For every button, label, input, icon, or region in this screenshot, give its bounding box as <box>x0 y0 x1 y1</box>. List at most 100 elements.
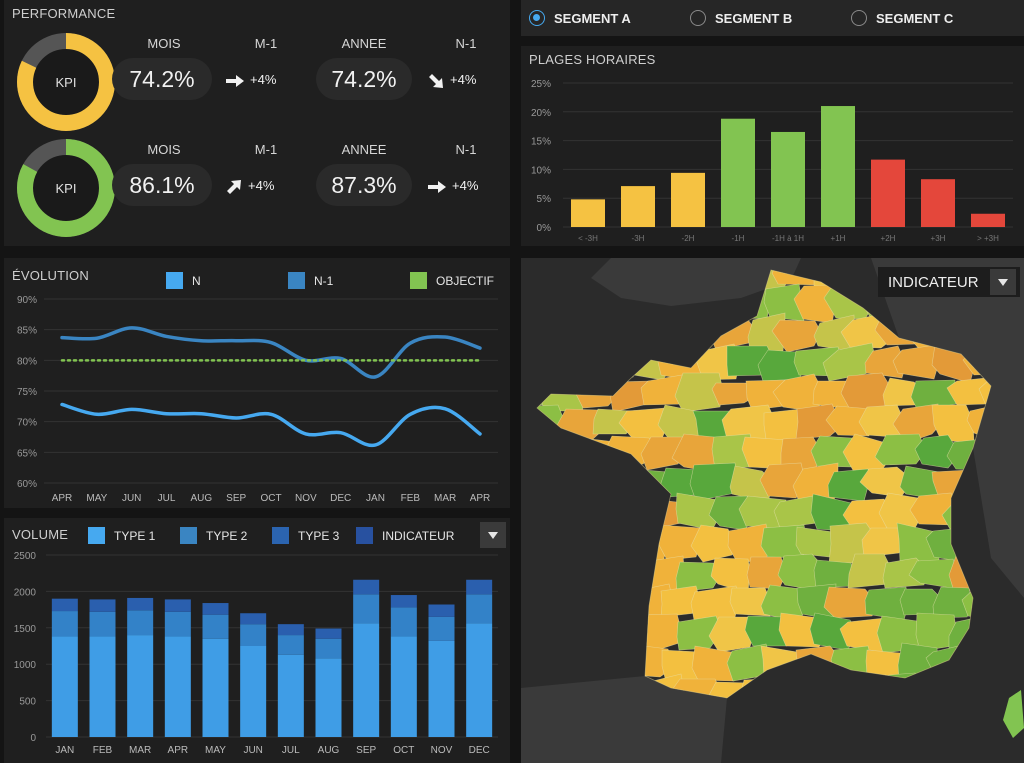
map-department-region[interactable] <box>585 345 638 378</box>
map-department-region[interactable] <box>997 646 1024 682</box>
map-department-region[interactable] <box>605 553 653 589</box>
volume-bar-segment[interactable] <box>127 610 154 636</box>
map-department-region[interactable] <box>554 284 607 322</box>
volume-bar-segment[interactable] <box>51 636 78 737</box>
map-department-region[interactable] <box>535 439 585 471</box>
map-department-region[interactable] <box>948 552 997 593</box>
volume-bar-segment[interactable] <box>202 603 229 615</box>
map-department-region[interactable] <box>976 615 1024 650</box>
map-department-region[interactable] <box>925 526 982 563</box>
map-department-region[interactable] <box>639 312 687 350</box>
map-department-region[interactable] <box>795 403 843 440</box>
volume-bar-segment[interactable] <box>315 658 342 737</box>
segment-c-option[interactable]: SEGMENT C <box>851 8 953 28</box>
map-department-region[interactable] <box>813 258 856 288</box>
plages-bar[interactable] <box>971 213 1005 227</box>
france-map[interactable] <box>521 258 1024 763</box>
map-department-region[interactable] <box>771 319 822 353</box>
map-department-region[interactable] <box>795 703 838 742</box>
plages-bar[interactable] <box>871 159 905 227</box>
map-department-region[interactable] <box>584 522 638 562</box>
map-department-region[interactable] <box>586 588 640 622</box>
volume-bar-segment[interactable] <box>353 579 380 595</box>
plages-bar[interactable] <box>821 106 855 227</box>
map-department-region[interactable] <box>811 680 863 707</box>
map-department-region[interactable] <box>521 258 552 290</box>
volume-bar-segment[interactable] <box>164 611 191 637</box>
volume-bar-segment[interactable] <box>277 635 304 655</box>
map-department-region[interactable] <box>521 498 557 532</box>
volume-bar-segment[interactable] <box>353 594 380 624</box>
map-department-region[interactable] <box>968 644 1009 679</box>
volume-bar-segment[interactable] <box>51 598 78 612</box>
plages-bar[interactable] <box>571 199 605 227</box>
map-department-region[interactable] <box>554 526 599 558</box>
volume-bar-segment[interactable] <box>240 613 267 625</box>
indicateur-dropdown[interactable]: INDICATEUR <box>878 267 1020 297</box>
volume-bar-segment[interactable] <box>89 599 116 612</box>
volume-bar-segment[interactable] <box>466 623 493 737</box>
map-department-region[interactable] <box>527 644 572 678</box>
volume-bar-segment[interactable] <box>127 635 154 737</box>
volume-bar-segment[interactable] <box>315 638 342 659</box>
volume-bar-segment[interactable] <box>202 638 229 737</box>
volume-bar-segment[interactable] <box>164 599 191 612</box>
segment-b-option[interactable]: SEGMENT B <box>690 8 792 28</box>
map-department-region[interactable] <box>521 435 550 471</box>
map-department-region[interactable] <box>813 559 854 589</box>
corsica-region[interactable] <box>1003 690 1024 738</box>
plages-bar[interactable] <box>621 186 655 227</box>
map-department-region[interactable] <box>723 703 775 740</box>
map-department-region[interactable] <box>574 615 620 653</box>
volume-bar-segment[interactable] <box>428 616 455 641</box>
volume-bar-segment[interactable] <box>202 614 229 639</box>
volume-bar-segment[interactable] <box>51 611 78 637</box>
map-department-region[interactable] <box>521 612 551 654</box>
volume-bar-segment[interactable] <box>390 595 417 608</box>
map-department-region[interactable] <box>521 313 549 346</box>
map-department-region[interactable] <box>824 707 870 740</box>
map-department-region[interactable] <box>526 467 566 497</box>
plages-bar[interactable] <box>671 172 705 227</box>
map-department-region[interactable] <box>892 403 941 444</box>
volume-bar-segment[interactable] <box>277 654 304 737</box>
map-department-region[interactable] <box>569 553 619 592</box>
map-department-region[interactable] <box>542 557 589 590</box>
map-department-region[interactable] <box>874 433 927 466</box>
segment-a-option[interactable]: SEGMENT A <box>529 8 631 28</box>
map-department-region[interactable] <box>524 589 571 624</box>
volume-bar-segment[interactable] <box>390 607 417 637</box>
map-department-region[interactable] <box>539 614 582 648</box>
map-department-region[interactable] <box>909 492 963 526</box>
map-department-region[interactable] <box>676 615 723 651</box>
map-department-region[interactable] <box>914 434 961 469</box>
volume-bar-segment[interactable] <box>466 594 493 624</box>
map-department-region[interactable] <box>605 320 655 350</box>
volume-bar-segment[interactable] <box>466 579 493 595</box>
map-department-region[interactable] <box>675 561 724 593</box>
map-department-region[interactable] <box>690 524 737 563</box>
volume-bar-segment[interactable] <box>240 646 267 737</box>
volume-bar-segment[interactable] <box>89 636 116 737</box>
map-department-region[interactable] <box>822 342 878 382</box>
volume-bar-segment[interactable] <box>127 597 154 611</box>
volume-bar-segment[interactable] <box>240 624 267 646</box>
map-department-region[interactable] <box>637 613 684 653</box>
map-department-region[interactable] <box>589 651 635 681</box>
map-department-region[interactable] <box>550 347 599 381</box>
segment-a-radio[interactable] <box>529 10 545 26</box>
map-department-region[interactable] <box>823 586 879 619</box>
map-department-region[interactable] <box>846 674 891 709</box>
map-department-region[interactable] <box>739 677 785 707</box>
map-department-region[interactable] <box>534 315 588 349</box>
map-department-region[interactable] <box>774 679 827 711</box>
series-n1-line[interactable] <box>60 326 482 379</box>
map-department-region[interactable] <box>574 320 623 353</box>
volume-bar-segment[interactable] <box>428 640 455 737</box>
indicateur-dropdown-arrow[interactable] <box>990 269 1016 295</box>
map-department-region[interactable] <box>521 558 554 594</box>
volume-bar-segment[interactable] <box>277 624 304 636</box>
series-n-line[interactable] <box>60 402 482 448</box>
france-map-panel[interactable]: INDICATEUR <box>521 258 1024 763</box>
map-department-region[interactable] <box>555 463 606 504</box>
